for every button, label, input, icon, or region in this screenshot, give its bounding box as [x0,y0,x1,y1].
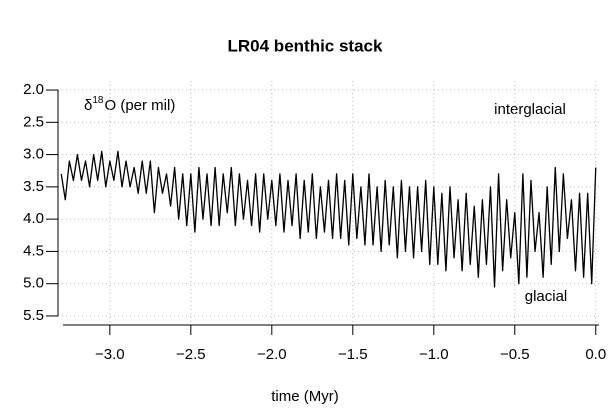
x-tick-label: −0.5 [500,346,530,363]
y-axis-label: δ18O (per mil) [84,95,175,114]
annotation: interglacial [494,101,566,118]
x-tick-label: −1.5 [338,346,368,363]
y-tick-label: 3.5 [23,178,44,195]
x-tick-label: −2.5 [176,346,206,363]
y-tick-label: 5.0 [23,275,44,292]
annotation: glacial [525,288,568,305]
x-tick-label: −1.0 [419,346,449,363]
x-tick-label: −2.0 [257,346,287,363]
y-tick-label: 5.5 [23,307,44,324]
x-tick-label: 0.0 [585,346,606,363]
y-tick-label: 3.0 [23,146,44,163]
y-label-sup: 18 [92,95,104,106]
y-label-text: O (per mil) [104,97,175,114]
y-tick-label: 2.5 [23,113,44,130]
y-tick-label: 4.0 [23,210,44,227]
y-tick-label: 4.5 [23,242,44,259]
y-label-symbol: δ [84,97,92,114]
x-axis-label: time (Myr) [271,388,339,405]
data-line [60,150,597,288]
chart-title: LR04 benthic stack [228,36,383,55]
y-tick-label: 2.0 [23,81,44,98]
x-tick-label: −3.0 [95,346,125,363]
